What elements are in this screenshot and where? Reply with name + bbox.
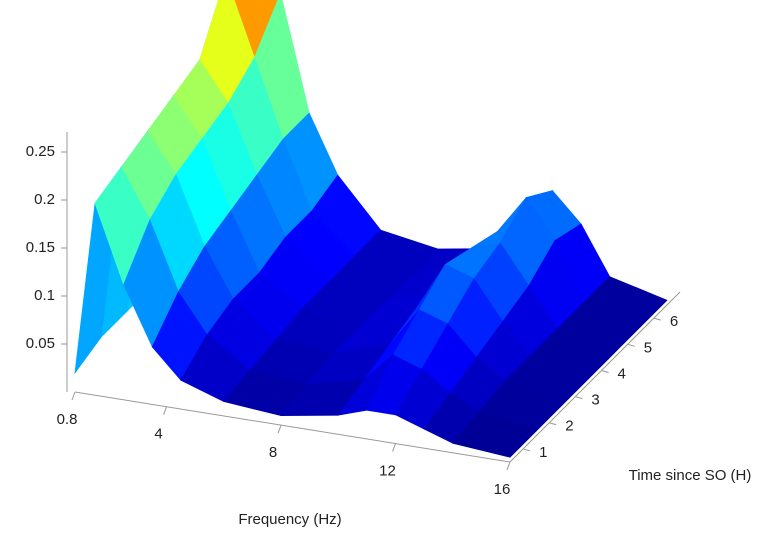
z-tick-label: 0.05 bbox=[26, 335, 55, 352]
x-tick-label: 12 bbox=[379, 463, 396, 480]
x-tick bbox=[392, 443, 396, 452]
x-tick-label: 8 bbox=[269, 444, 277, 461]
y-tick-label: 4 bbox=[618, 365, 626, 382]
x-axis bbox=[74, 391, 511, 463]
y-tick-label: 1 bbox=[539, 444, 547, 461]
y-tick bbox=[653, 317, 661, 321]
x-tick-label: 0.8 bbox=[57, 411, 78, 428]
y-tick bbox=[522, 448, 531, 452]
z-tick-label: 0.15 bbox=[26, 239, 55, 256]
y-tick bbox=[601, 369, 609, 373]
z-tick-label: 0.2 bbox=[34, 191, 55, 208]
y-tick-label: 5 bbox=[644, 339, 652, 356]
y-tick-label: 6 bbox=[670, 313, 678, 330]
x-tick-label: 4 bbox=[154, 426, 162, 443]
z-tick-label: 0.1 bbox=[34, 287, 55, 304]
x-tick bbox=[277, 424, 282, 434]
y-tick bbox=[575, 396, 583, 400]
y-tick-label: 3 bbox=[591, 392, 599, 409]
y-axis bbox=[509, 291, 681, 463]
x-tick bbox=[506, 461, 511, 471]
x-tick bbox=[71, 391, 76, 401]
z-tick-label: 0.25 bbox=[26, 143, 55, 160]
surface-patch bbox=[452, 411, 537, 458]
y-axis-label: Time since SO (H) bbox=[629, 467, 752, 484]
x-tick-label: 16 bbox=[494, 481, 511, 498]
x-axis-label: Frequency (Hz) bbox=[238, 511, 341, 528]
y-tick-label: 2 bbox=[565, 418, 573, 435]
x-tick bbox=[163, 406, 168, 415]
y-tick bbox=[549, 422, 557, 426]
y-tick bbox=[627, 343, 635, 347]
